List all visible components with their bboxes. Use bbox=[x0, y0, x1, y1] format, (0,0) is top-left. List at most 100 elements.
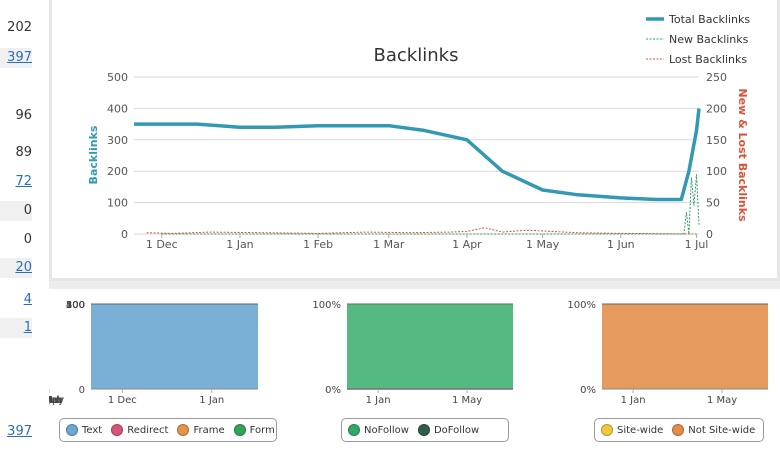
y-tick-label: 400 bbox=[66, 300, 85, 311]
legend-dot-icon bbox=[177, 424, 190, 436]
x-tick-label: 1 Apr bbox=[49, 395, 63, 406]
stat-value: 0 bbox=[23, 232, 32, 247]
legend-dot-icon bbox=[233, 424, 246, 436]
legend-label: DoFollow bbox=[433, 424, 480, 436]
text-area bbox=[91, 304, 258, 389]
y2-tick-label: 150 bbox=[706, 134, 727, 147]
sitewide-chart: 0% 100% 1 Jan 1 May bbox=[540, 289, 780, 450]
y-tick-label: 100% bbox=[567, 300, 596, 311]
x-tick-label: 1 Feb bbox=[303, 238, 333, 251]
x-tick-label: 1 Dec bbox=[146, 238, 178, 251]
x-tick-label: 1 Jan bbox=[621, 395, 646, 406]
legend-dot-icon bbox=[672, 424, 685, 436]
stat-link[interactable]: 1 bbox=[0, 318, 32, 338]
y-tick-label: 400 bbox=[107, 102, 128, 115]
legend-item[interactable]: Redirect bbox=[111, 424, 168, 436]
x-tick-label: 1 Jan bbox=[366, 395, 391, 406]
legend-label[interactable]: Lost Backlinks bbox=[669, 53, 747, 66]
y-tick-label: 200 bbox=[107, 165, 128, 178]
y-tick-label: 500 bbox=[107, 71, 128, 84]
nofollow-area bbox=[347, 304, 513, 389]
x-tick-label: 1 May bbox=[452, 395, 482, 406]
legend-label[interactable]: Total Backlinks bbox=[668, 13, 750, 26]
y2-tick-label: 100 bbox=[706, 165, 727, 178]
chart-title: Backlinks bbox=[374, 45, 459, 66]
legend-label: Frame bbox=[193, 424, 225, 436]
x-tick-label: 1 Dec bbox=[108, 395, 137, 406]
follow-legend: NoFollow DoFollow bbox=[341, 418, 509, 442]
y-tick-label: 0 bbox=[121, 228, 128, 241]
legend-label: Text bbox=[82, 424, 103, 436]
stat-link[interactable]: 20 bbox=[0, 258, 32, 278]
stat-value: 89 bbox=[15, 145, 32, 160]
not-sitewide-area bbox=[602, 304, 768, 389]
backlinks-chart: Backlinks 0 100 200 300 400 500 0 50 100 150 200 2… bbox=[87, 13, 750, 251]
stat-value: 202 bbox=[7, 20, 32, 35]
y-tick-label: 100% bbox=[312, 300, 341, 311]
sitewide-legend: Site-wide Not Site-wide bbox=[594, 418, 764, 442]
x-tick-label: 1 Feb bbox=[49, 395, 63, 406]
stat-link[interactable]: 397 bbox=[7, 424, 32, 439]
y-tick-label: 0% bbox=[580, 385, 596, 396]
legend-item[interactable]: Not Site-wide bbox=[672, 424, 755, 436]
x-tick-label: 1 Mar bbox=[373, 238, 405, 251]
x-tick-label: 1 May bbox=[526, 238, 560, 251]
backlinks-chart-panel: Backlinks 0 100 200 300 400 500 0 50 100 150 200 2… bbox=[49, 0, 780, 281]
legend-label: Form bbox=[249, 424, 275, 436]
chart-divider bbox=[49, 281, 780, 289]
x-tick-label: 1 Jul bbox=[685, 238, 709, 251]
lost-backlinks-line bbox=[146, 227, 697, 235]
new-backlinks-line bbox=[161, 174, 700, 235]
y2-tick-label: 250 bbox=[706, 71, 727, 84]
legend-label: Not Site-wide bbox=[688, 424, 756, 436]
legend-dot-icon bbox=[417, 424, 430, 436]
x-tick-label: 1 May bbox=[49, 395, 64, 406]
legend-item[interactable]: Site-wide bbox=[601, 424, 663, 436]
x-tick-label: 1 Mar bbox=[49, 395, 64, 406]
stat-value: 96 bbox=[15, 108, 32, 123]
x-tick-label: 1 Jun bbox=[607, 238, 635, 251]
y-tick-label: 0% bbox=[325, 385, 341, 396]
stat-link[interactable]: 4 bbox=[23, 292, 32, 307]
stat-link[interactable]: 397 bbox=[0, 48, 32, 68]
total-backlinks-line bbox=[134, 108, 701, 202]
y2-tick-label: 50 bbox=[706, 197, 720, 210]
x-tick-label: 1 Jun bbox=[49, 395, 62, 406]
legend-dot-icon bbox=[66, 424, 78, 436]
y2-tick-label: 0 bbox=[706, 228, 713, 241]
left-axis-label: Backlinks bbox=[87, 125, 100, 184]
legend-dot-icon bbox=[111, 424, 124, 436]
x-tick-label: 1 Jan bbox=[226, 238, 253, 251]
y-tick-label: 300 bbox=[107, 134, 128, 147]
legend-label: Site-wide bbox=[617, 424, 664, 436]
stats-column: 202 397 96 89 72 0 0 20 4 1 397 bbox=[0, 0, 36, 450]
y-tick-label: 100 bbox=[66, 300, 85, 311]
legend-item[interactable]: Form bbox=[233, 424, 275, 436]
legend-dot-icon bbox=[601, 424, 613, 436]
y-tick-label: 200 bbox=[66, 300, 85, 311]
y2-tick-label: 200 bbox=[706, 102, 727, 115]
y-tick-label: 0 bbox=[79, 385, 85, 396]
stat-value: 0 bbox=[0, 201, 32, 221]
legend-dot-icon bbox=[348, 424, 360, 436]
main-legend: Total Backlinks New Backlinks Lost Backlin… bbox=[646, 13, 750, 66]
legend-item[interactable]: Frame bbox=[177, 424, 225, 436]
x-tick-label: 1 Apr bbox=[452, 238, 482, 251]
x-tick-label: 1 May bbox=[707, 395, 737, 406]
y-tick-label: 100 bbox=[107, 197, 128, 210]
link-type-legend: Text Redirect Frame Form bbox=[59, 418, 277, 442]
legend-item[interactable]: DoFollow bbox=[417, 424, 480, 436]
legend-label: Redirect bbox=[127, 424, 169, 436]
legend-item[interactable]: Text bbox=[66, 424, 102, 436]
stat-link[interactable]: 72 bbox=[15, 174, 32, 189]
legend-label[interactable]: New Backlinks bbox=[669, 33, 749, 46]
x-tick-label: 1 Jan bbox=[199, 395, 224, 406]
follow-chart: 0% 100% 1 Jan 1 May bbox=[295, 289, 535, 450]
legend-label: NoFollow bbox=[364, 424, 409, 436]
y-tick-label: 500 bbox=[66, 300, 85, 311]
right-axis-label: New & Lost Backlinks bbox=[736, 88, 749, 222]
legend-item[interactable]: NoFollow bbox=[348, 424, 409, 436]
y-tick-label: 300 bbox=[66, 300, 85, 311]
x-tick-label: 1 Jul bbox=[49, 395, 60, 406]
